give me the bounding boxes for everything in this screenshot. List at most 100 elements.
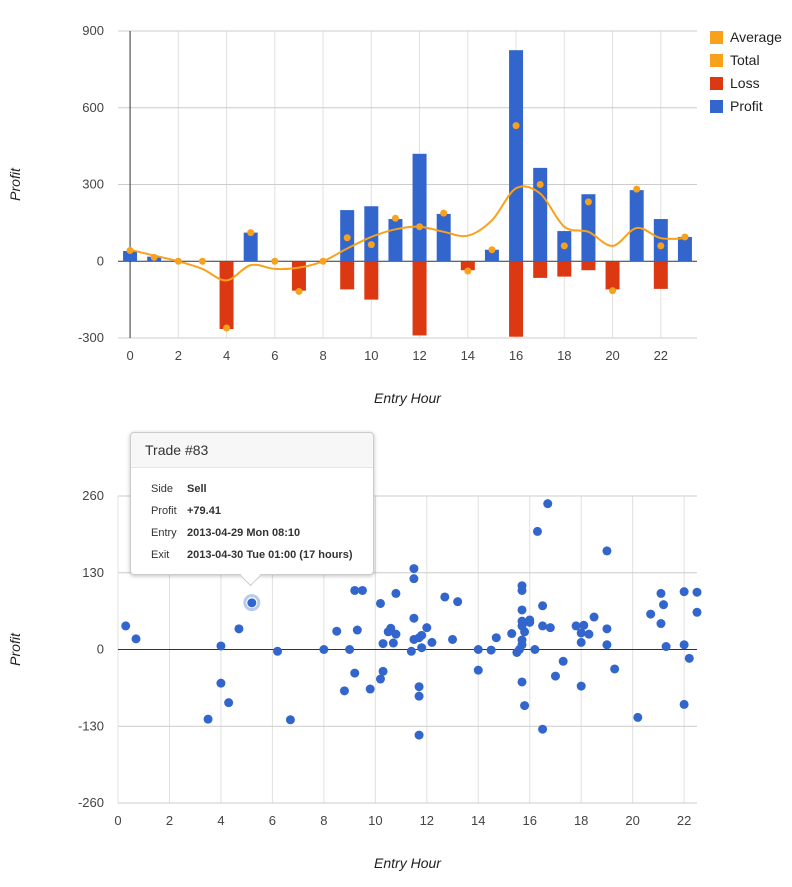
scatter-point bbox=[584, 629, 594, 639]
scatter-point bbox=[692, 587, 702, 597]
total-point bbox=[150, 253, 158, 261]
chart2-y-tick-label: -130 bbox=[78, 718, 104, 733]
scatter-point bbox=[414, 682, 424, 692]
total-point bbox=[416, 223, 424, 231]
chart2-x-tick-label: 2 bbox=[166, 813, 173, 828]
loss-bar bbox=[653, 261, 668, 289]
scatter-point bbox=[538, 724, 548, 734]
chart2-x-tick-label: 18 bbox=[574, 813, 588, 828]
scatter-point bbox=[339, 686, 349, 696]
total-point bbox=[367, 241, 375, 249]
highlighted-point-halo bbox=[243, 594, 261, 612]
scatter-point bbox=[520, 701, 530, 711]
chart1-x-tick-label: 4 bbox=[223, 348, 230, 363]
scatter-point bbox=[386, 623, 396, 633]
chart2-y-tick-label: 0 bbox=[97, 642, 104, 657]
chart2-x-tick-label: 12 bbox=[420, 813, 434, 828]
scatter-point bbox=[576, 628, 586, 638]
scatter-point bbox=[491, 633, 501, 643]
scatter-point bbox=[234, 624, 244, 634]
scatter-point bbox=[692, 607, 702, 617]
scatter-point bbox=[388, 638, 398, 648]
loss-bar bbox=[533, 261, 548, 278]
chart1-x-tick-label: 12 bbox=[412, 348, 426, 363]
scatter-point bbox=[473, 665, 483, 675]
profit-bar bbox=[364, 206, 379, 262]
scatter-point bbox=[391, 629, 401, 639]
scatter-point bbox=[538, 621, 548, 631]
loss-bar bbox=[291, 261, 306, 291]
scatter-point bbox=[332, 626, 342, 636]
total-point bbox=[295, 287, 303, 295]
chart1-y-tick-label: 0 bbox=[97, 253, 104, 268]
loss-bar bbox=[460, 261, 475, 271]
scatter-point bbox=[602, 640, 612, 650]
chart1-x-tick-label: 10 bbox=[364, 348, 378, 363]
legend-label-average: Average bbox=[730, 29, 782, 45]
scatter-point bbox=[473, 645, 483, 654]
chart2-x-tick-label: 16 bbox=[522, 813, 536, 828]
tooltip-row-side: Side Sell bbox=[151, 483, 207, 495]
scatter-point bbox=[352, 625, 362, 635]
total-point bbox=[223, 324, 231, 332]
scatter-point bbox=[571, 621, 581, 631]
total-point bbox=[464, 267, 472, 275]
scatter-point bbox=[422, 623, 432, 633]
loss-bar bbox=[581, 261, 596, 271]
loss-bar bbox=[605, 261, 620, 290]
scatter-point bbox=[646, 609, 656, 619]
chart1-y-tick-label: 600 bbox=[82, 100, 104, 115]
scatter-point bbox=[679, 640, 689, 650]
scatter-point bbox=[684, 653, 694, 663]
scatter-point bbox=[576, 637, 586, 647]
scatter-point bbox=[350, 585, 360, 595]
scatter-point bbox=[486, 645, 496, 655]
scatter-point bbox=[538, 601, 548, 611]
total-point bbox=[657, 242, 665, 250]
chart2-x-tick-label: 0 bbox=[114, 813, 121, 828]
loss-bar bbox=[509, 261, 524, 337]
scatter-point bbox=[602, 624, 612, 634]
total-point bbox=[271, 257, 279, 265]
scatter-point bbox=[247, 598, 257, 608]
scatter-point bbox=[440, 592, 450, 602]
chart1-x-tick-label: 20 bbox=[605, 348, 619, 363]
total-point bbox=[536, 181, 544, 188]
scatter-point bbox=[285, 715, 295, 725]
scatter-point bbox=[216, 678, 226, 688]
scatter-point bbox=[345, 645, 355, 654]
loss-bar bbox=[364, 261, 379, 300]
scatter-point bbox=[414, 691, 424, 701]
scatter-point bbox=[525, 617, 535, 627]
scatter-point bbox=[406, 646, 416, 656]
scatter-point bbox=[448, 634, 458, 644]
scatter-point bbox=[365, 684, 375, 694]
scatter-point bbox=[417, 643, 427, 653]
scatter-point bbox=[543, 499, 553, 509]
scatter-point bbox=[545, 623, 555, 633]
profit-bar bbox=[123, 251, 138, 262]
chart1-y-tick-label: 300 bbox=[82, 177, 104, 192]
scatter-point bbox=[679, 587, 689, 597]
scatter-point bbox=[507, 629, 517, 639]
chart2-x-tick-label: 20 bbox=[625, 813, 639, 828]
chart2-x-tick-label: 22 bbox=[677, 813, 691, 828]
total-point bbox=[391, 214, 399, 222]
profit-bar bbox=[629, 190, 644, 262]
legend-label-total: Total bbox=[730, 52, 760, 68]
loss-bar bbox=[557, 261, 572, 277]
chart2-x-axis-title: Entry Hour bbox=[374, 855, 442, 871]
legend-swatch-loss bbox=[710, 77, 723, 90]
scatter-point bbox=[530, 645, 540, 654]
scatter-point bbox=[350, 668, 360, 678]
profit-bar bbox=[581, 194, 596, 262]
scatter-point bbox=[409, 564, 419, 574]
chart2-x-tick-label: 10 bbox=[368, 813, 382, 828]
chart2-x-tick-label: 4 bbox=[217, 813, 224, 828]
scatter-point bbox=[224, 698, 234, 708]
chart1-y-tick-label: -300 bbox=[78, 330, 104, 345]
chart1-x-tick-label: 2 bbox=[175, 348, 182, 363]
chart2-x-tick-label: 14 bbox=[471, 813, 485, 828]
profit-bar bbox=[412, 153, 427, 262]
